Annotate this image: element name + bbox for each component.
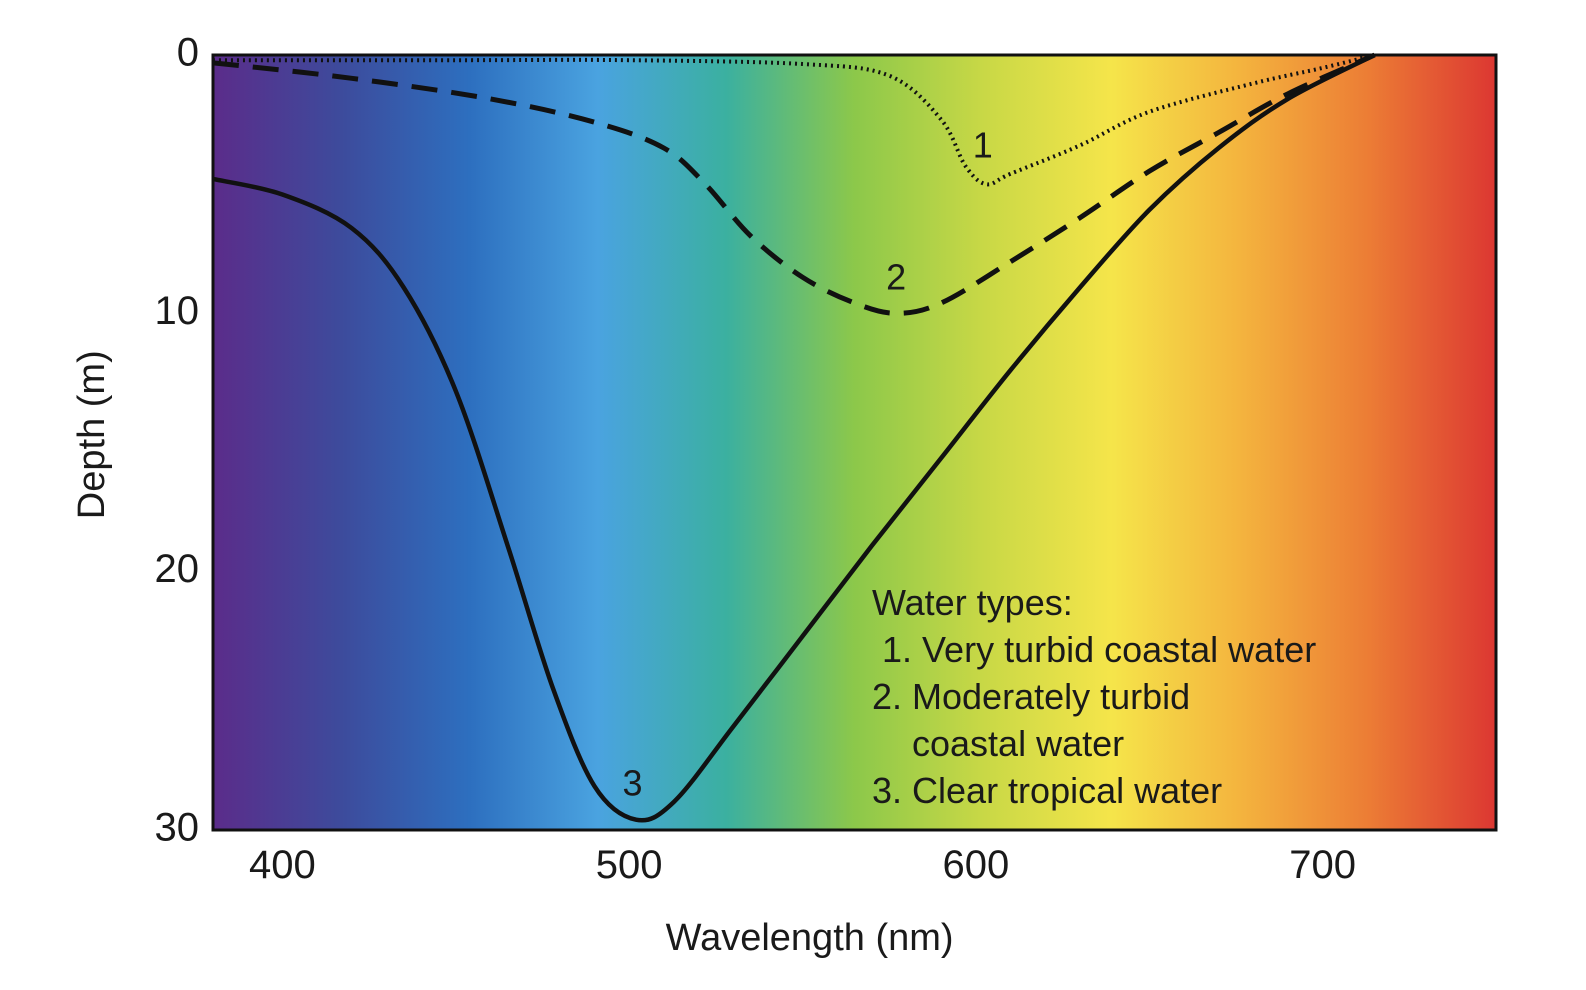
legend-entry-1: 1. Very turbid coastal water bbox=[872, 629, 1316, 670]
x-axis-ticks: 400 500 600 700 bbox=[249, 843, 1356, 887]
series-1-label: 1 bbox=[973, 125, 993, 166]
legend-title: Water types: bbox=[872, 582, 1073, 623]
series-2-line bbox=[213, 52, 1376, 316]
series-2-label: 2 bbox=[886, 256, 906, 297]
spectrum-background bbox=[213, 55, 1496, 830]
y-tick-label: 0 bbox=[177, 31, 199, 75]
x-tick-label: 600 bbox=[942, 843, 1009, 887]
curves-layer bbox=[213, 52, 1376, 823]
y-tick-label: 10 bbox=[155, 289, 200, 333]
x-axis-title: Wavelength (nm) bbox=[666, 917, 954, 959]
legend: Water types: 1. Very turbid coastal wate… bbox=[872, 582, 1316, 811]
legend-entry-2: 2. Moderately turbid bbox=[872, 676, 1190, 717]
y-tick-label: 20 bbox=[155, 547, 200, 591]
legend-entry-2-cont: coastal water bbox=[872, 723, 1124, 764]
y-tick-label: 30 bbox=[155, 806, 200, 850]
x-tick-label: 400 bbox=[249, 843, 316, 887]
y-axis-ticks: 0 10 20 30 bbox=[155, 31, 200, 850]
series-3-label: 3 bbox=[623, 763, 643, 804]
x-tick-label: 700 bbox=[1289, 843, 1356, 887]
series-3-line bbox=[213, 52, 1376, 823]
legend-entry-3: 3. Clear tropical water bbox=[872, 770, 1222, 811]
y-axis-title: Depth (m) bbox=[71, 350, 113, 519]
plot-frame bbox=[211, 53, 1498, 832]
x-tick-label: 500 bbox=[596, 843, 663, 887]
